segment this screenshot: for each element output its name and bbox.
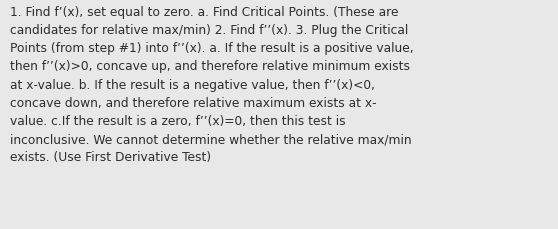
Text: 1. Find f’(x), set equal to zero. a. Find Critical Points. (These are
candidates: 1. Find f’(x), set equal to zero. a. Fin…: [10, 6, 413, 164]
